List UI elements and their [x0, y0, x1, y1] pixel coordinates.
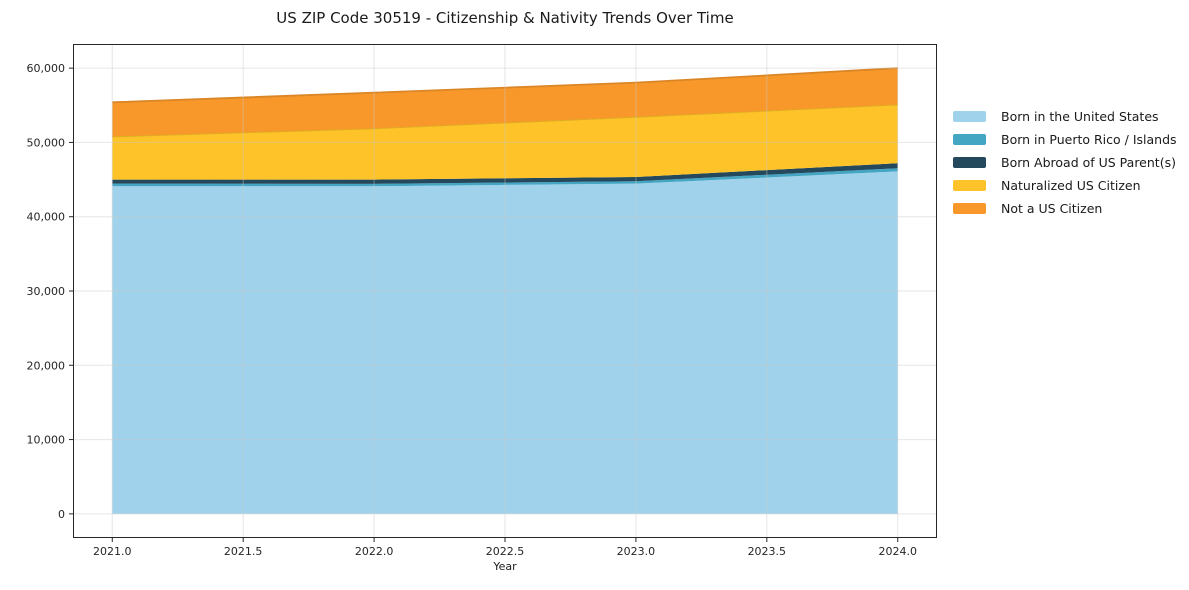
- x-tick-label: 2021.0: [93, 545, 132, 558]
- y-tick-label: 50,000: [27, 136, 66, 149]
- chart-title: US ZIP Code 30519 - Citizenship & Nativi…: [276, 9, 734, 27]
- y-tick-label: 20,000: [27, 359, 66, 372]
- x-tick-label: 2022.0: [355, 545, 394, 558]
- x-tick-label: 2023.0: [617, 545, 656, 558]
- area-naturalized-us-citizen: [112, 104, 898, 180]
- legend-label: Naturalized US Citizen: [1001, 178, 1141, 193]
- y-tick-label: 0: [58, 508, 65, 521]
- area-born-in-puerto-rico-islands: [112, 168, 898, 187]
- plot-frame: [73, 44, 937, 538]
- y-tick-label: 60,000: [27, 62, 66, 75]
- x-axis-label: Year: [493, 560, 517, 573]
- y-tick-label: 10,000: [27, 434, 66, 447]
- legend-label: Born in the United States: [1001, 109, 1159, 124]
- legend-item: Born in the United States: [953, 105, 1177, 128]
- x-tick-label: 2021.5: [224, 545, 263, 558]
- plot-area: 0 10,000 20,000 30,000 40,000 50,000 60,000 202…: [27, 44, 937, 558]
- legend-item: Born Abroad of US Parent(s): [953, 151, 1177, 174]
- legend-label: Born in Puerto Rico / Islands: [1001, 132, 1177, 147]
- legend: Born in the United States Born in Puerto…: [953, 105, 1177, 220]
- stacked-area-chart: 0 10,000 20,000 30,000 40,000 50,000 60,000 202…: [27, 44, 937, 558]
- legend-item: Not a US Citizen: [953, 197, 1177, 220]
- legend-label: Not a US Citizen: [1001, 201, 1103, 216]
- legend-item: Born in Puerto Rico / Islands: [953, 128, 1177, 151]
- y-tick-label: 40,000: [27, 211, 66, 224]
- x-tick-label: 2024.0: [878, 545, 917, 558]
- y-tick-label: 30,000: [27, 285, 66, 298]
- legend-swatch-born-abroad: [953, 157, 986, 168]
- legend-item: Naturalized US Citizen: [953, 174, 1177, 197]
- x-tick-label: 2022.5: [486, 545, 525, 558]
- legend-swatch-naturalized: [953, 180, 986, 191]
- area-top-edge: [112, 67, 898, 104]
- area-not-a-us-citizen: [112, 68, 898, 137]
- area-born-abroad-of-us-parent-s-: [112, 163, 898, 184]
- legend-swatch-born-us: [953, 111, 986, 122]
- legend-swatch-puerto-rico: [953, 134, 986, 145]
- legend-swatch-not-citizen: [953, 203, 986, 214]
- legend-label: Born Abroad of US Parent(s): [1001, 155, 1176, 170]
- area-born-in-the-united-states: [112, 171, 898, 514]
- x-tick-label: 2023.5: [748, 545, 787, 558]
